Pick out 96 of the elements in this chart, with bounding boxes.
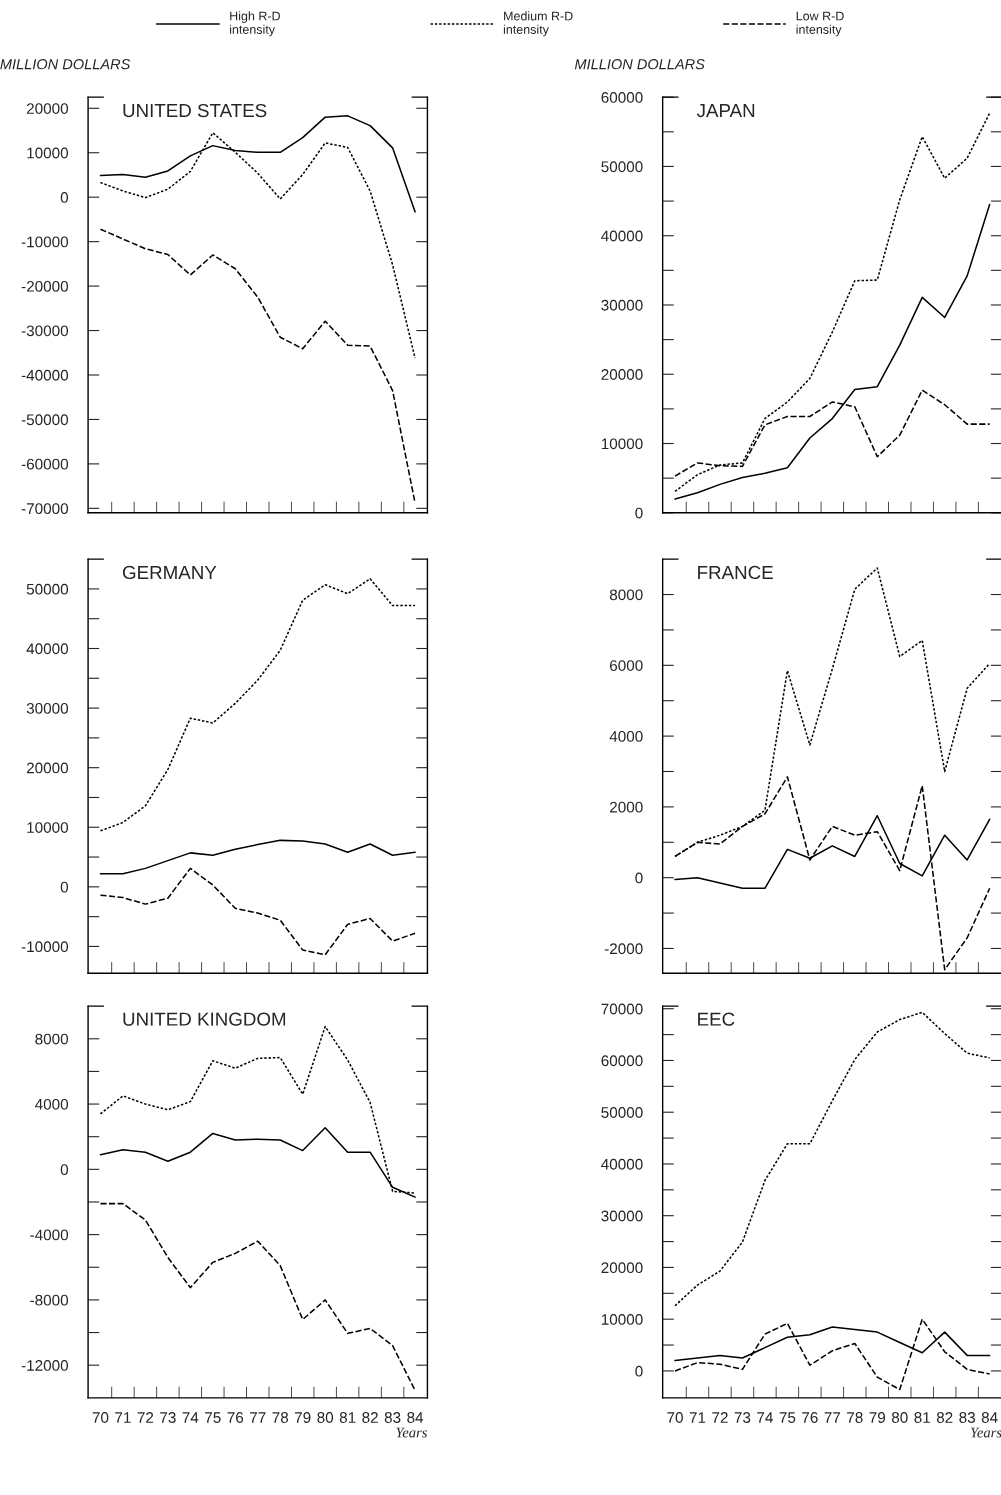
y-tick-label: -60000 — [21, 458, 69, 470]
y-tick-label: 4000 — [609, 730, 643, 742]
y-tick-label: 40000 — [601, 230, 643, 242]
x-tick-label: 72 — [137, 1412, 154, 1423]
x-tick-label: 77 — [250, 1412, 266, 1423]
x-tick-label: 73 — [160, 1412, 176, 1423]
y-tick-label: 10000 — [601, 1314, 643, 1325]
x-tick-label: 80 — [317, 1412, 334, 1423]
y-tick-label: -12000 — [21, 1360, 69, 1371]
x-tick-label: 70 — [92, 1412, 109, 1423]
y-tick-label: 0 — [60, 1164, 69, 1176]
x-tick-label: 71 — [115, 1412, 131, 1423]
x-tick-label: 75 — [779, 1412, 796, 1423]
y-tick-label: 40000 — [601, 1158, 643, 1170]
chart-title: FRANCE — [698, 565, 773, 580]
y-tick-label: 70000 — [601, 1003, 643, 1015]
y-tick-label: 20000 — [26, 762, 69, 774]
y-tick-label: 40000 — [26, 643, 69, 655]
line-series — [99, 1025, 416, 1194]
y-tick-label: 50000 — [601, 161, 643, 173]
y-tick-label: 10000 — [27, 147, 69, 159]
y-axis-title: MILLION DOLLARS — [0, 59, 131, 70]
y-tick-label: 2000 — [610, 801, 643, 813]
y-tick-label: 0 — [60, 192, 69, 203]
y-tick-label: 8000 — [35, 1033, 69, 1045]
y-tick-label: -70000 — [21, 503, 69, 515]
x-tick-label: 73 — [734, 1412, 751, 1423]
x-tick-label: 81 — [914, 1412, 930, 1423]
x-tick-label: 79 — [869, 1412, 886, 1423]
x-tick-label: 77 — [824, 1412, 841, 1423]
x-tick-label: 74 — [182, 1412, 199, 1423]
x-tick-label: 78 — [272, 1412, 289, 1423]
x-axis-title: Years — [970, 1427, 1001, 1438]
y-tick-label: -4000 — [30, 1229, 69, 1241]
x-tick-label: 83 — [384, 1412, 401, 1423]
line-series — [674, 1318, 991, 1391]
chart-title: GERMANY — [122, 565, 217, 580]
x-tick-label: 79 — [294, 1412, 311, 1423]
x-axis-title: Years — [396, 1427, 427, 1438]
legend-label: Medium R-D intensity — [503, 11, 573, 37]
y-tick-label: 20000 — [601, 369, 643, 380]
chart-title: UNITED KINGDOM — [123, 1012, 286, 1026]
chart-title: UNITED STATES — [123, 103, 267, 118]
y-tick-label: 0 — [635, 1365, 643, 1377]
y-tick-label: 10000 — [601, 438, 643, 450]
x-tick-label: 80 — [891, 1412, 908, 1423]
line-series — [99, 578, 416, 832]
x-tick-label: 84 — [981, 1412, 998, 1423]
x-tick-label: 82 — [362, 1412, 378, 1423]
x-tick-label: 78 — [847, 1412, 863, 1423]
y-tick-label: 30000 — [601, 1210, 643, 1222]
y-tick-label: -20000 — [21, 280, 69, 292]
x-tick-label: 83 — [959, 1412, 975, 1423]
y-tick-label: -40000 — [21, 369, 69, 381]
line-series — [99, 839, 416, 875]
x-tick-label: 75 — [205, 1412, 221, 1423]
x-tick-label: 74 — [757, 1412, 773, 1423]
x-tick-label: 76 — [802, 1412, 818, 1423]
y-tick-label: -8000 — [30, 1294, 69, 1306]
y-tick-label: 0 — [635, 872, 643, 884]
y-tick-label: -2000 — [604, 943, 643, 955]
y-tick-label: 0 — [60, 881, 69, 893]
y-tick-label: 6000 — [610, 660, 643, 671]
y-tick-label: 4000 — [35, 1098, 69, 1110]
y-tick-label: -30000 — [21, 325, 69, 337]
y-tick-label: 50000 — [601, 1107, 643, 1118]
y-tick-label: 20000 — [26, 103, 69, 114]
chart-title: EEC — [698, 1012, 735, 1026]
y-tick-label: 60000 — [601, 92, 643, 103]
line-series — [674, 1011, 991, 1307]
line-series — [99, 867, 416, 956]
x-tick-label: 71 — [689, 1412, 706, 1423]
line-series — [99, 228, 416, 504]
y-tick-label: 50000 — [26, 583, 69, 595]
y-tick-label: -10000 — [21, 941, 69, 953]
x-tick-label: 82 — [936, 1412, 953, 1423]
y-tick-label: 30000 — [601, 299, 643, 311]
y-tick-label: 60000 — [601, 1055, 643, 1067]
y-tick-label: -10000 — [21, 236, 69, 248]
line-series — [674, 203, 991, 500]
x-tick-label: 72 — [712, 1412, 728, 1423]
y-tick-label: 8000 — [609, 589, 643, 601]
legend-label: Low R-D intensity — [796, 11, 844, 37]
line-series — [99, 1202, 416, 1392]
y-tick-label: 10000 — [27, 822, 69, 833]
x-tick-label: 70 — [667, 1412, 683, 1423]
chart-title: JAPAN — [696, 104, 755, 118]
x-tick-label: 81 — [339, 1412, 356, 1423]
x-tick-label: 84 — [407, 1412, 424, 1423]
y-tick-label: 0 — [635, 507, 643, 519]
x-tick-label: 76 — [227, 1412, 244, 1423]
y-axis-title: MILLION DOLLARS — [574, 59, 705, 70]
legend-label: High R-D intensity — [230, 11, 280, 37]
y-tick-label: -50000 — [21, 414, 69, 426]
y-tick-label: 20000 — [601, 1262, 643, 1274]
y-tick-label: 30000 — [26, 702, 69, 714]
